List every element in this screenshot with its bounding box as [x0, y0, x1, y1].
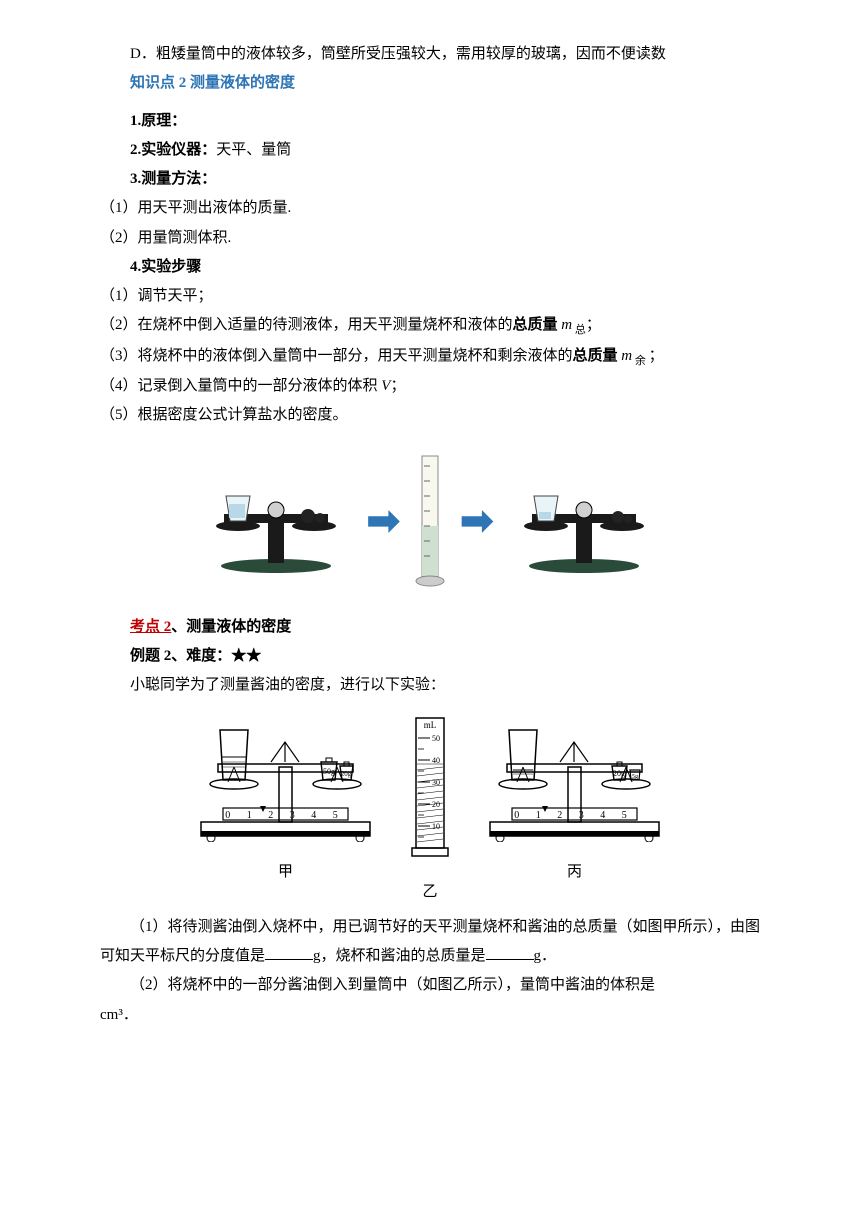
- figure-1: ➡ ➡: [100, 451, 760, 591]
- step-1: （1）调节天平；: [100, 282, 760, 311]
- graduated-cylinder-icon: [410, 451, 450, 591]
- example-2-intro: 小聪同学为了测量酱油的密度，进行以下实验：: [100, 671, 760, 700]
- svg-text:50: 50: [432, 734, 440, 743]
- heading-principle: 1.原理：: [100, 107, 760, 136]
- arrow-right-icon: ➡: [366, 482, 400, 560]
- figure-2: 50g 20g 0 1 2 3 4 5 甲 mL 50: [100, 712, 760, 907]
- option-d: D．粗矮量筒中的液体较多，筒壁所受压强较大，需用较厚的玻璃，因而不便读数: [100, 40, 760, 69]
- balance-bing-icon: 20g 5g 0 1 2 3 4 5: [482, 712, 667, 842]
- heading-instruments-label: 2.实验仪器：: [130, 142, 216, 158]
- svg-text:40: 40: [432, 756, 440, 765]
- svg-text:0 1 2 3 4 5: 0 1 2 3 4 5: [514, 810, 634, 821]
- blank-1[interactable]: [265, 944, 313, 960]
- svg-text:20g: 20g: [613, 769, 625, 778]
- heading-instruments: 2.实验仪器：天平、量筒: [100, 136, 760, 165]
- step-5: （5）根据密度公式计算盐水的密度。: [100, 401, 760, 430]
- figure-2-label-yi: 乙: [404, 878, 456, 907]
- heading-instruments-text: 天平、量筒: [216, 142, 291, 158]
- heading-steps: 4.实验步骤: [100, 253, 760, 282]
- blank-2[interactable]: [486, 944, 534, 960]
- svg-text:mL: mL: [424, 720, 437, 730]
- balance-left-icon: [196, 466, 356, 576]
- svg-text:0 1 2 3 4 5: 0 1 2 3 4 5: [225, 810, 345, 821]
- question-2: （2）将烧杯中的一部分酱油倒入到量筒中（如图乙所示），量筒中酱油的体积是: [100, 971, 760, 1000]
- arrow-right-icon: ➡: [460, 482, 494, 560]
- cylinder-yi-icon: mL 50 40 30 20 10: [404, 712, 456, 862]
- svg-text:20g: 20g: [341, 770, 352, 778]
- question-2-unit: cm³．: [100, 1001, 760, 1030]
- method-step-2: （2）用量筒测体积.: [100, 224, 760, 253]
- heading-method: 3.测量方法：: [100, 165, 760, 194]
- svg-text:5g: 5g: [632, 774, 638, 780]
- svg-text:50g: 50g: [323, 767, 335, 776]
- figure-2-label-jia: 甲: [193, 858, 378, 887]
- svg-text:20: 20: [432, 800, 440, 809]
- step-3: （3）将烧杯中的液体倒入量筒中一部分，用天平测量烧杯和剩余液体的总质量 m 余 …: [100, 342, 760, 372]
- knowledge-point-2-title: 知识点 2 测量液体的密度: [100, 69, 760, 98]
- question-1: （1）将待测酱油倒入烧杯中，用已调节好的天平测量烧杯和酱油的总质量（如图甲所示）…: [100, 913, 760, 972]
- example-2-difficulty: 例题 2、难度：★★: [100, 642, 760, 671]
- step-2: （2）在烧杯中倒入适量的待测液体，用天平测量烧杯和液体的总质量 m 总；: [100, 311, 760, 341]
- svg-text:10: 10: [432, 822, 440, 831]
- balance-jia-icon: 50g 20g 0 1 2 3 4 5: [193, 712, 378, 842]
- step-4: （4）记录倒入量筒中的一部分液体的体积 V；: [100, 372, 760, 401]
- exam-point-2: 考点 2、测量液体的密度: [100, 613, 760, 642]
- figure-2-label-bing: 丙: [482, 858, 667, 887]
- method-step-1: （1）用天平测出液体的质量.: [100, 194, 760, 223]
- balance-right-icon: [504, 466, 664, 576]
